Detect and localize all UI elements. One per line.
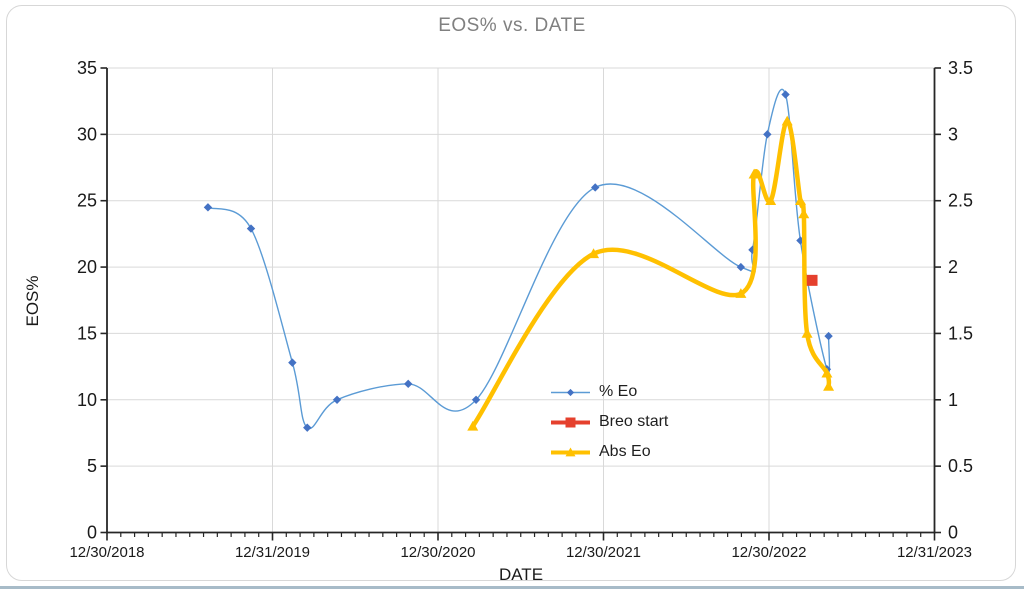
svg-text:2: 2 — [948, 257, 958, 277]
svg-text:10: 10 — [77, 390, 97, 410]
svg-text:30: 30 — [77, 124, 97, 144]
svg-text:0: 0 — [948, 523, 958, 543]
svg-text:12/30/2021: 12/30/2021 — [566, 544, 641, 561]
series--eo — [203, 88, 833, 432]
series-breo-start — [806, 274, 818, 286]
legend-label-pct-eo: % Eo — [599, 383, 638, 400]
svg-text:20: 20 — [77, 257, 97, 277]
legend-label-breo-start: Breo start — [599, 413, 669, 430]
svg-text:12/30/2020: 12/30/2020 — [400, 544, 475, 561]
legend-item-abs-eo: Abs Eo — [550, 437, 668, 467]
svg-text:15: 15 — [77, 323, 97, 343]
series-abs-eo — [467, 115, 835, 431]
svg-text:1: 1 — [948, 390, 958, 410]
svg-text:3.5: 3.5 — [948, 58, 973, 78]
legend-item-pct-eo: % Eo — [550, 377, 668, 407]
x-axis-title: DATE — [498, 565, 544, 584]
svg-text:3: 3 — [948, 124, 958, 144]
y-axis-title: EOS% — [23, 275, 42, 327]
svg-text:12/31/2023: 12/31/2023 — [897, 544, 972, 561]
window-edge — [0, 586, 1024, 589]
svg-text:12/31/2019: 12/31/2019 — [235, 544, 310, 561]
svg-text:12/30/2018: 12/30/2018 — [69, 544, 144, 561]
svg-text:0: 0 — [87, 523, 97, 543]
svg-text:25: 25 — [77, 191, 97, 211]
chart-frame — [6, 5, 1016, 581]
svg-text:1.5: 1.5 — [948, 323, 973, 343]
legend-item-breo-start: Breo start — [550, 407, 668, 437]
legend: % Eo Breo start Abs Eo — [550, 377, 668, 467]
legend-swatch-breo-start — [551, 417, 590, 428]
legend-swatch-pct-eo — [551, 388, 590, 397]
legend-label-abs-eo: Abs Eo — [599, 443, 651, 460]
svg-text:0.5: 0.5 — [948, 456, 973, 476]
legend-swatch-abs-eo — [551, 447, 590, 457]
svg-text:5: 5 — [87, 456, 97, 476]
svg-text:35: 35 — [77, 58, 97, 78]
svg-text:2.5: 2.5 — [948, 191, 973, 211]
chart-title: EOS% vs. DATE — [438, 15, 586, 36]
svg-text:12/30/2022: 12/30/2022 — [731, 544, 806, 561]
